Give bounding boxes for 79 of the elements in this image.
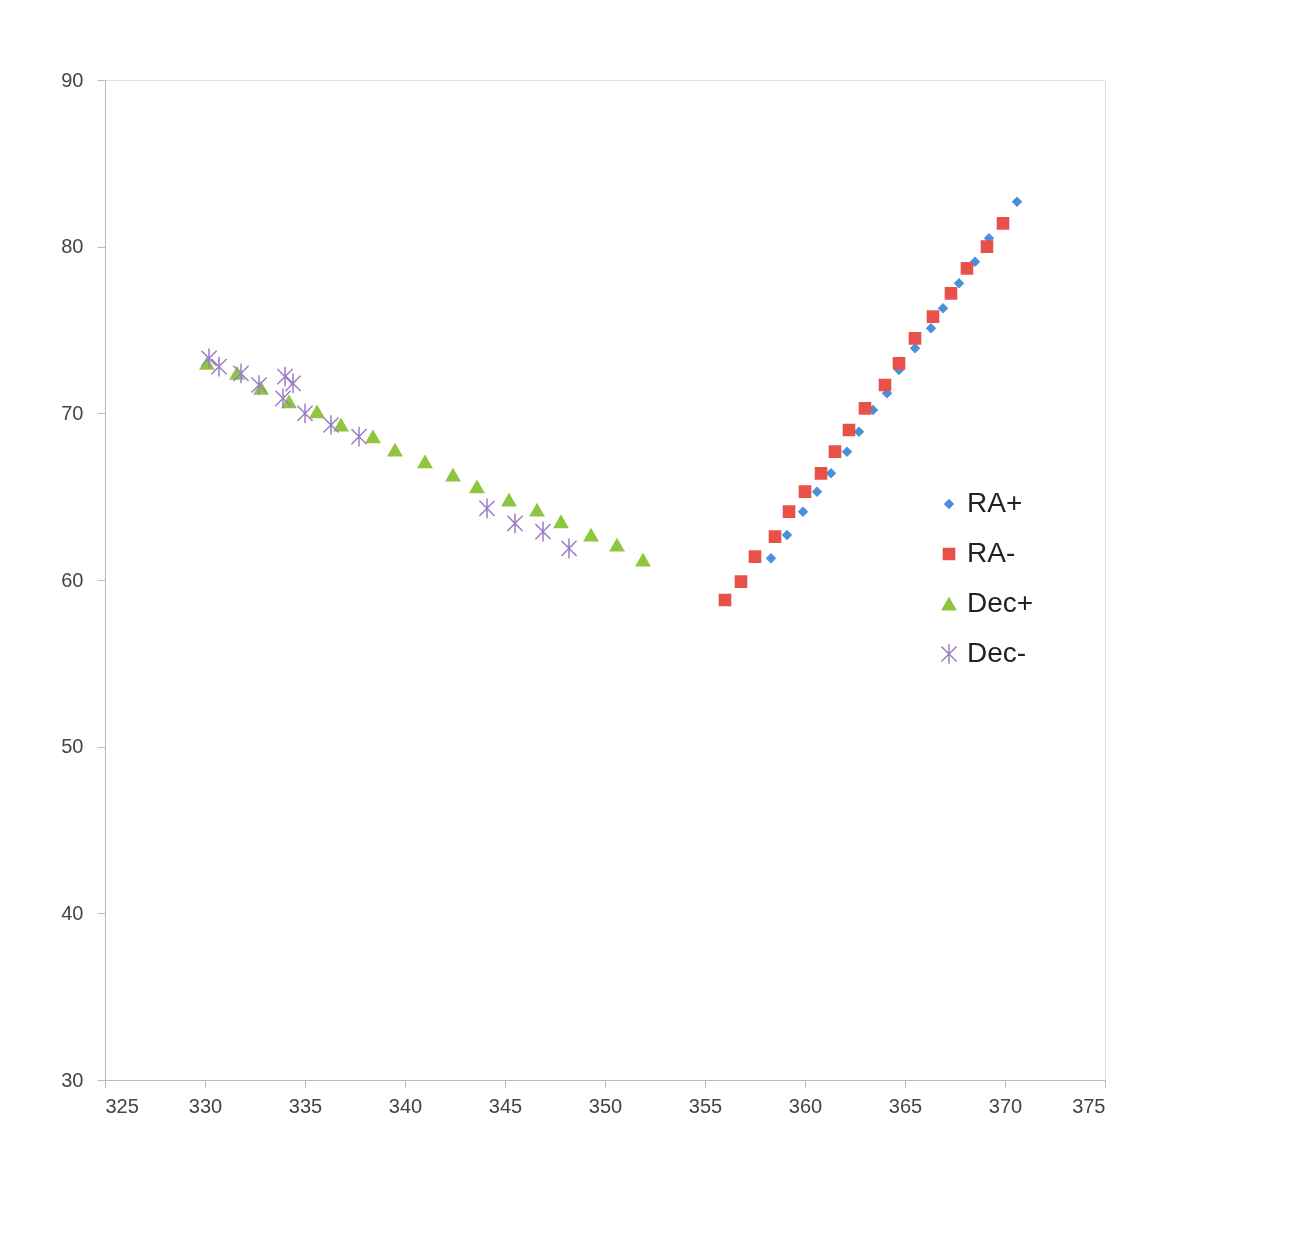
point xyxy=(798,485,812,498)
point xyxy=(910,343,920,354)
x-tick-label: 335 xyxy=(288,1094,323,1117)
legend-label: RA+ xyxy=(967,487,1023,518)
point xyxy=(534,521,552,543)
y-tick-label: 60 xyxy=(61,568,84,591)
point xyxy=(908,332,922,345)
y-tick-label: 30 xyxy=(61,1068,84,1091)
point xyxy=(529,503,545,517)
point xyxy=(826,468,836,479)
point xyxy=(274,387,292,409)
point xyxy=(284,372,302,394)
legend-label: RA- xyxy=(967,537,1016,568)
point xyxy=(980,240,994,253)
point xyxy=(768,530,782,543)
point xyxy=(782,505,796,518)
point xyxy=(635,553,651,567)
x-tick-label: 370 xyxy=(988,1094,1023,1117)
point xyxy=(553,515,569,529)
point xyxy=(609,538,625,552)
y-tick-label: 90 xyxy=(61,68,84,91)
point xyxy=(469,480,485,494)
legend-label: Dec- xyxy=(967,637,1027,668)
point xyxy=(210,356,228,378)
point xyxy=(734,575,748,588)
x-tick-label: 350 xyxy=(588,1094,623,1117)
point xyxy=(1012,196,1022,207)
point xyxy=(798,506,808,517)
legend-label: Dec+ xyxy=(967,587,1034,618)
x-tick-label: 365 xyxy=(888,1094,923,1117)
point xyxy=(858,402,872,415)
point xyxy=(944,287,958,300)
point xyxy=(365,430,381,444)
x-tick-label: 330 xyxy=(188,1094,223,1117)
point xyxy=(854,426,864,437)
point xyxy=(812,486,822,497)
point xyxy=(350,426,368,448)
point xyxy=(478,497,496,519)
point xyxy=(560,537,578,559)
point xyxy=(926,323,936,334)
point xyxy=(938,303,948,314)
point xyxy=(766,553,776,564)
point xyxy=(232,362,250,384)
point xyxy=(748,550,762,563)
point xyxy=(309,405,325,419)
point xyxy=(501,493,517,507)
point xyxy=(892,357,906,370)
point xyxy=(878,378,892,392)
point xyxy=(954,278,964,289)
x-tick-label: 360 xyxy=(788,1094,823,1117)
point xyxy=(417,455,433,469)
point xyxy=(296,402,314,424)
point xyxy=(333,418,349,432)
point xyxy=(200,347,218,369)
point xyxy=(583,528,599,542)
point xyxy=(842,423,856,437)
x-tick-label: 340 xyxy=(388,1094,423,1117)
point xyxy=(445,468,461,482)
point xyxy=(250,374,268,396)
point xyxy=(996,217,1010,230)
point xyxy=(814,467,828,480)
y-tick-label: 80 xyxy=(61,235,84,258)
point xyxy=(276,366,294,388)
x-tick-label: 375 xyxy=(1072,1094,1106,1117)
y-tick-label: 40 xyxy=(61,901,84,924)
point xyxy=(387,443,403,457)
point xyxy=(322,414,340,436)
point xyxy=(960,262,974,275)
point xyxy=(782,530,792,540)
y-tick-label: 70 xyxy=(61,401,84,424)
point xyxy=(926,310,940,323)
point xyxy=(718,593,732,607)
point xyxy=(828,445,842,458)
point xyxy=(506,512,524,534)
point xyxy=(842,446,852,457)
y-tick-label: 50 xyxy=(61,735,84,758)
x-tick-label: 355 xyxy=(688,1094,723,1117)
x-tick-label: 325 xyxy=(105,1094,139,1117)
x-tick-label: 345 xyxy=(488,1094,523,1117)
